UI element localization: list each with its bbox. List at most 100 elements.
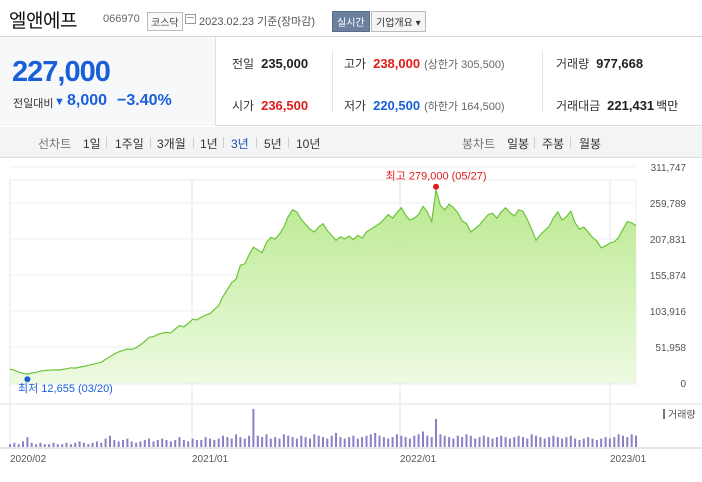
volume-bars bbox=[9, 409, 637, 447]
period-1w[interactable]: 1주일 bbox=[115, 137, 144, 151]
volume-bar bbox=[317, 435, 320, 447]
volume-bar bbox=[65, 442, 68, 447]
volume-bar bbox=[56, 444, 59, 447]
period-3m[interactable]: 3개월 bbox=[157, 137, 186, 151]
volume-bar bbox=[322, 437, 324, 447]
min-annotation: 최저 12,655 (03/20) bbox=[18, 382, 113, 395]
stat-label: 거래량 bbox=[556, 57, 590, 71]
change-percent: −3.40% bbox=[117, 92, 172, 109]
volume-bar bbox=[469, 435, 472, 447]
volume-bar bbox=[117, 441, 120, 447]
candle-weekly[interactable]: 주봉 bbox=[542, 137, 565, 151]
stat-label: 전일 bbox=[232, 57, 255, 71]
volume-bar bbox=[130, 441, 133, 447]
stock-header: 엘앤에프 066970 코스닥 2023.02.23 기준(장마감) 실시간 기… bbox=[0, 0, 702, 36]
volume-bar bbox=[491, 438, 494, 447]
volume-bar bbox=[626, 437, 629, 447]
volume-bar bbox=[195, 440, 198, 447]
x-tick-label: 2023/01 bbox=[610, 454, 647, 465]
volume-bar bbox=[474, 438, 477, 447]
volume-legend-icon bbox=[663, 409, 665, 419]
volume-bar bbox=[552, 435, 555, 447]
stat-value: 977,668 bbox=[596, 56, 644, 71]
period-10y[interactable]: 10년 bbox=[296, 137, 321, 151]
divider bbox=[542, 51, 543, 113]
volume-bar bbox=[335, 432, 337, 447]
volume-bar bbox=[269, 438, 272, 447]
separator bbox=[223, 137, 224, 148]
y-tick-label: 311,747 bbox=[651, 163, 687, 174]
change-amount: 8,000 bbox=[67, 92, 108, 109]
volume-bar bbox=[535, 435, 537, 447]
volume-bar bbox=[543, 438, 546, 447]
volume-bar bbox=[165, 440, 168, 447]
separator bbox=[106, 137, 107, 148]
volume-bar bbox=[513, 437, 516, 447]
volume-bar bbox=[369, 434, 372, 447]
volume-bar bbox=[630, 434, 633, 447]
volume-bar bbox=[122, 440, 124, 447]
stock-code: 066970 bbox=[103, 13, 140, 25]
volume-bar bbox=[635, 435, 637, 447]
volume-bar bbox=[209, 438, 211, 447]
volume-bar bbox=[100, 442, 103, 447]
volume-bar bbox=[587, 437, 590, 447]
volume-bar bbox=[352, 435, 355, 447]
stat-low: 저가 220,500 (하한가 164,500) bbox=[344, 97, 505, 114]
date-text: 2023.02.23 기준(장마감) bbox=[199, 16, 316, 28]
volume-bar bbox=[400, 435, 403, 447]
current-price: 227,000 bbox=[12, 56, 111, 88]
volume-bar bbox=[382, 437, 385, 447]
volume-bar bbox=[330, 435, 333, 447]
volume-bar bbox=[569, 435, 572, 447]
stat-label: 시가 bbox=[232, 99, 255, 113]
volume-bar bbox=[395, 434, 398, 447]
volume-bar bbox=[43, 444, 46, 447]
volume-bar bbox=[487, 437, 490, 447]
volume-bar bbox=[87, 444, 90, 447]
candle-daily[interactable]: 일봉 bbox=[507, 137, 530, 151]
volume-bar bbox=[235, 434, 238, 447]
price-line bbox=[9, 189, 637, 375]
realtime-button[interactable]: 실시간 bbox=[332, 11, 370, 32]
period-1d[interactable]: 1일 bbox=[83, 137, 101, 151]
period-3y[interactable]: 3년 bbox=[231, 137, 249, 151]
volume-bar bbox=[74, 442, 77, 447]
volume-bar bbox=[482, 435, 485, 447]
volume-bar bbox=[52, 442, 55, 447]
stat-unit: 백만 bbox=[656, 99, 679, 113]
company-overview-dropdown[interactable]: 기업개요 ▾ bbox=[371, 11, 426, 32]
volume-bar bbox=[222, 435, 224, 447]
chart-toolbar: 선차트 1일 1주일 3개월 1년 3년 5년 10년 봉차트 일봉 주봉 월봉 bbox=[0, 127, 702, 158]
volume-bar bbox=[35, 444, 38, 447]
volume-bar bbox=[182, 440, 185, 447]
stat-value: 238,000 bbox=[373, 56, 421, 71]
y-axis: 311,747 259,789 207,831 155,874 103,916 51,95… bbox=[650, 163, 687, 390]
stat-value: 221,431 bbox=[607, 98, 655, 113]
y-tick-label: 51,958 bbox=[655, 343, 686, 354]
volume-bar bbox=[104, 438, 107, 447]
period-1y[interactable]: 1년 bbox=[200, 137, 218, 151]
volume-bar bbox=[291, 437, 294, 447]
stat-label: 저가 bbox=[344, 99, 367, 113]
volume-bar bbox=[148, 438, 151, 447]
volume-bar bbox=[530, 434, 533, 447]
volume-bar bbox=[408, 438, 411, 447]
volume-bar bbox=[456, 435, 459, 447]
volume-bar bbox=[604, 437, 607, 447]
stat-label: 고가 bbox=[344, 57, 367, 71]
volume-bar bbox=[561, 438, 564, 447]
volume-bar bbox=[304, 437, 307, 447]
volume-bar bbox=[500, 435, 503, 447]
x-axis: 2020/02 2021/01 2022/01 2023/01 bbox=[0, 403, 702, 465]
candle-monthly[interactable]: 월봉 bbox=[579, 137, 602, 151]
volume-bar bbox=[378, 435, 381, 447]
volume-bar bbox=[430, 437, 433, 447]
volume-bar bbox=[556, 437, 559, 447]
volume-bar bbox=[313, 434, 316, 447]
volume-bar bbox=[356, 438, 359, 447]
period-5y[interactable]: 5년 bbox=[264, 137, 282, 151]
volume-bar bbox=[178, 437, 181, 447]
volume-bar bbox=[478, 437, 481, 447]
stat-sub: (상한가 305,500) bbox=[424, 59, 505, 71]
